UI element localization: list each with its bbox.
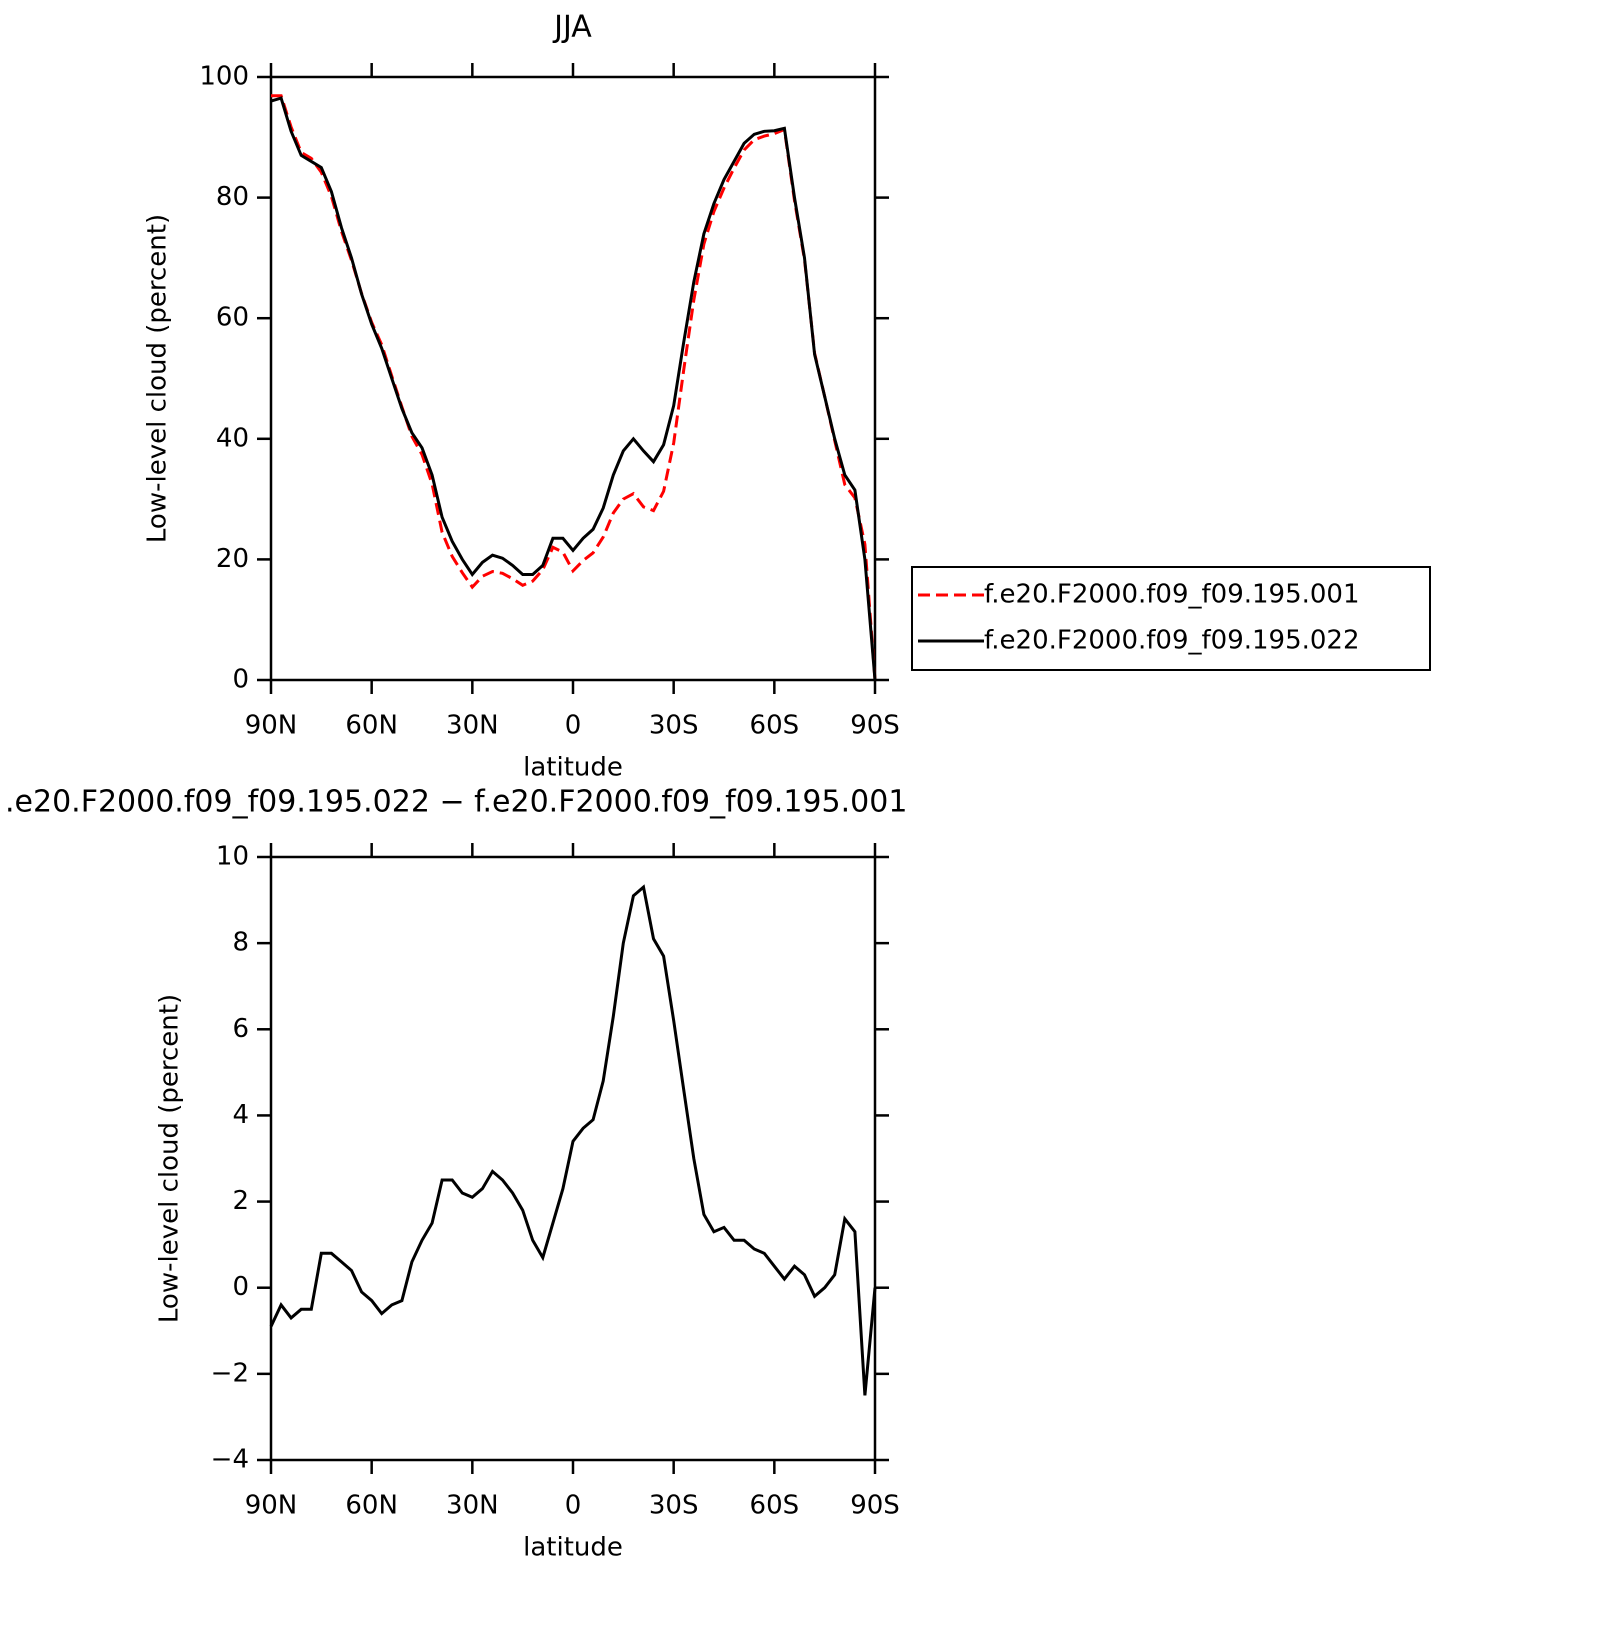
x-tick-label: 0 — [565, 1491, 582, 1521]
y-tick-label: −2 — [211, 1358, 249, 1388]
plot-frame — [269, 75, 877, 682]
x-tick-label: 60S — [750, 1491, 800, 1521]
x-tick-label: 0 — [565, 711, 582, 741]
y-tick-label: 4 — [232, 1100, 249, 1130]
x-tick-label: 90N — [245, 711, 298, 741]
x-tick-label: 30N — [446, 1491, 499, 1521]
y-tick-label: 8 — [232, 928, 249, 958]
x-tick-label: 30S — [649, 1491, 699, 1521]
x-axis-label: latitude — [523, 753, 623, 783]
y-tick-label: 20 — [216, 544, 249, 574]
panel: .e20.F2000.f09_f09.195.022 − f.e20.F2000… — [5, 785, 907, 1563]
x-tick-label: 60N — [345, 711, 398, 741]
panel: JJA 0 20 40 60 80 100 90N 60N 30N 0 30S 60S 90S latitu… — [143, 10, 1431, 783]
x-tick-label: 90S — [850, 711, 900, 741]
y-tick-label: 0 — [232, 665, 249, 695]
y-tick-label: 6 — [232, 1014, 249, 1044]
legend-box — [911, 566, 1431, 671]
series-line — [269, 884, 877, 1396]
series-line — [271, 94, 877, 681]
x-tick-label: 60S — [750, 711, 800, 741]
y-tick-label: 60 — [216, 303, 249, 333]
x-tick-label: 90N — [245, 1491, 298, 1521]
y-axis-label: Low-level cloud (percent) — [143, 214, 173, 543]
y-tick-label: 100 — [199, 62, 249, 92]
chart-title: JJA — [552, 10, 592, 45]
plot-frame — [269, 855, 877, 1462]
x-tick-label: 30S — [649, 711, 699, 741]
chart-title: .e20.F2000.f09_f09.195.022 − f.e20.F2000… — [5, 785, 907, 820]
x-tick-label: 30N — [446, 711, 499, 741]
series-line — [270, 96, 877, 681]
y-tick-label: 10 — [216, 842, 249, 872]
y-tick-label: −4 — [211, 1445, 249, 1475]
y-tick-label: 40 — [216, 423, 249, 453]
y-tick-label: 2 — [232, 1186, 249, 1216]
x-axis-label: latitude — [523, 1533, 623, 1563]
y-tick-label: 0 — [232, 1272, 249, 1302]
y-axis-label: Low-level cloud (percent) — [155, 994, 185, 1323]
y-tick-label: 80 — [216, 182, 249, 212]
legend-label: f.e20.F2000.f09_f09.195.022 — [984, 626, 1360, 656]
x-tick-label: 60N — [345, 1491, 398, 1521]
x-tick-label: 90S — [850, 1491, 900, 1521]
legend-label: f.e20.F2000.f09_f09.195.001 — [984, 580, 1360, 610]
